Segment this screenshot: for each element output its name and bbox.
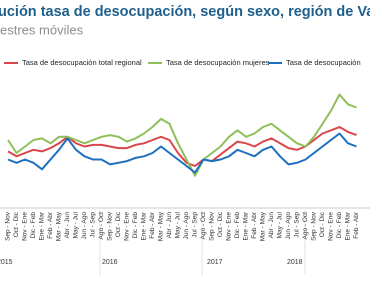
x-tick-label: Ago - Oct	[200, 212, 207, 240]
series-line	[7, 93, 357, 177]
series-line	[7, 126, 357, 167]
x-tick-label: Jul - Sep	[192, 212, 199, 238]
x-tick-label: Sep - Nov	[107, 211, 114, 241]
x-tick-label: Ago - Oct	[98, 212, 105, 240]
x-tick-label: Ene - Mar	[39, 211, 46, 240]
x-tick-label: Feb - Abr	[47, 211, 54, 239]
x-tick-label: Abr - Jun	[64, 212, 71, 239]
chart-subtitle: estres móviles	[0, 22, 84, 37]
year-label: 2018	[287, 259, 303, 266]
x-tick-label: Dic - Feb	[234, 212, 241, 239]
legend-label: Tasa de desocupación	[286, 58, 361, 67]
x-tick-label: Nov - Ene	[328, 212, 335, 241]
x-tick-label: Feb - Abr	[149, 211, 156, 239]
x-tick-label: Jul - Sep	[294, 212, 301, 238]
x-tick-label: Abr - Jun	[166, 212, 173, 239]
x-tick-label: Oct - Dic	[319, 211, 326, 237]
x-tick-label: Nov - Ene	[22, 212, 29, 241]
x-tick-label: Ago - Oct	[302, 212, 309, 240]
series-line	[7, 132, 357, 174]
x-tick-label: Abr - Jun	[268, 212, 275, 239]
x-tick-label: Jul - Sep	[90, 212, 97, 238]
x-tick-label: Jun - Ago	[81, 212, 88, 240]
x-tick-label: May - Jul	[73, 211, 80, 238]
x-tick-label: Jun - Ago	[183, 212, 190, 240]
year-label: 2016	[102, 259, 118, 266]
legend-label: Tasa de desocupación mujeres	[166, 58, 270, 67]
x-tick-label: Feb - Abr	[353, 211, 360, 239]
legend-label: Tasa de desocupación total regional	[22, 58, 142, 67]
x-tick-label: Ene - Mar	[141, 211, 148, 240]
x-tick-label: Dic - Feb	[132, 212, 139, 239]
x-tick-label: Dic - Feb	[30, 212, 37, 239]
x-tick-label: Ene - Mar	[243, 211, 250, 240]
x-tick-label: Dic - Feb	[336, 212, 343, 239]
x-tick-label: Ene - Mar	[345, 211, 352, 240]
x-tick-label: Oct - Dic	[115, 211, 122, 237]
x-tick-label: Oct - Dic	[217, 211, 224, 237]
x-tick-label: May - Jul	[277, 211, 284, 238]
x-tick-label: Nov - Ene	[124, 212, 131, 241]
x-tick-label: May - Jul	[175, 211, 182, 238]
x-tick-label: Sep - Nov	[5, 211, 12, 241]
x-tick-label: Nov - Ene	[226, 212, 233, 241]
x-tick-label: Feb - Abr	[251, 211, 258, 239]
x-tick-label: Oct - Dic	[13, 211, 20, 237]
x-tick-label: Mar - May	[158, 211, 165, 241]
chart-title: ución tasa de desocupación, según sexo, …	[0, 4, 370, 20]
x-tick-label: Sep - Nov	[209, 211, 216, 241]
year-label: 2015	[0, 259, 13, 266]
x-tick-label: Sep - Nov	[311, 211, 318, 241]
x-tick-label: Jun - Ago	[285, 212, 292, 240]
year-label: 2017	[207, 259, 223, 266]
x-tick-label: Mar - May	[56, 211, 63, 241]
x-tick-label: Mar - May	[260, 211, 267, 241]
